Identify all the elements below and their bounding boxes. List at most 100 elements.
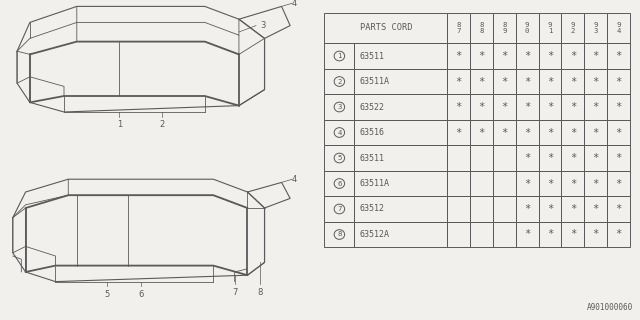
Bar: [561, 94, 584, 120]
Text: 4: 4: [292, 175, 297, 184]
Text: *: *: [547, 204, 553, 214]
Text: *: *: [524, 127, 531, 138]
Bar: [607, 94, 630, 120]
Bar: [355, 145, 447, 171]
Text: *: *: [615, 229, 621, 239]
Bar: [493, 12, 516, 43]
Text: 3: 3: [337, 104, 342, 110]
Text: *: *: [593, 51, 599, 61]
Bar: [324, 12, 447, 43]
Text: 8
8: 8 8: [479, 22, 484, 34]
Bar: [470, 222, 493, 247]
Text: *: *: [570, 102, 576, 112]
Text: 63512: 63512: [359, 204, 384, 213]
Bar: [607, 171, 630, 196]
Bar: [538, 120, 561, 145]
Bar: [584, 69, 607, 94]
Text: 2: 2: [337, 78, 342, 84]
Bar: [538, 145, 561, 171]
Text: 63522: 63522: [359, 102, 384, 111]
Text: 9
3: 9 3: [593, 22, 598, 34]
Text: 9
4: 9 4: [616, 22, 621, 34]
Bar: [561, 145, 584, 171]
Text: 6: 6: [138, 290, 143, 299]
Text: 4: 4: [292, 0, 297, 8]
Bar: [355, 120, 447, 145]
Text: 9
2: 9 2: [571, 22, 575, 34]
Text: *: *: [524, 229, 531, 239]
Text: 2: 2: [159, 120, 164, 129]
Text: 3: 3: [260, 21, 266, 30]
Bar: [493, 120, 516, 145]
Bar: [516, 196, 538, 222]
Bar: [538, 196, 561, 222]
Bar: [470, 171, 493, 196]
Text: *: *: [570, 51, 576, 61]
Bar: [493, 43, 516, 69]
Text: *: *: [524, 102, 531, 112]
Bar: [561, 69, 584, 94]
Text: *: *: [456, 51, 462, 61]
Bar: [447, 94, 470, 120]
Text: PARTS CORD: PARTS CORD: [360, 23, 412, 32]
Bar: [447, 120, 470, 145]
Text: *: *: [615, 127, 621, 138]
Bar: [324, 69, 355, 94]
Text: 63516: 63516: [359, 128, 384, 137]
Bar: [561, 171, 584, 196]
Text: *: *: [478, 102, 484, 112]
Bar: [584, 145, 607, 171]
Text: *: *: [593, 153, 599, 163]
Text: *: *: [593, 229, 599, 239]
Bar: [538, 12, 561, 43]
Text: *: *: [524, 153, 531, 163]
Text: 4: 4: [337, 130, 342, 135]
Bar: [561, 196, 584, 222]
Bar: [493, 145, 516, 171]
Bar: [447, 43, 470, 69]
Bar: [447, 171, 470, 196]
Text: *: *: [570, 76, 576, 86]
Text: *: *: [501, 51, 508, 61]
Text: *: *: [547, 102, 553, 112]
Bar: [355, 222, 447, 247]
Bar: [516, 43, 538, 69]
Bar: [561, 43, 584, 69]
Bar: [538, 94, 561, 120]
Bar: [607, 69, 630, 94]
Bar: [470, 120, 493, 145]
Bar: [324, 196, 355, 222]
Text: *: *: [615, 179, 621, 188]
Text: 63511: 63511: [359, 154, 384, 163]
Text: *: *: [524, 51, 531, 61]
Bar: [493, 69, 516, 94]
Text: 7: 7: [337, 206, 342, 212]
Bar: [516, 69, 538, 94]
Bar: [324, 120, 355, 145]
Text: 6: 6: [337, 180, 342, 187]
Text: *: *: [478, 51, 484, 61]
Bar: [516, 94, 538, 120]
Bar: [470, 69, 493, 94]
Bar: [561, 222, 584, 247]
Bar: [470, 43, 493, 69]
Bar: [584, 94, 607, 120]
Text: *: *: [615, 204, 621, 214]
Bar: [538, 43, 561, 69]
Text: 63512A: 63512A: [359, 230, 389, 239]
Bar: [584, 222, 607, 247]
Text: *: *: [501, 127, 508, 138]
Text: *: *: [593, 127, 599, 138]
Bar: [584, 171, 607, 196]
Bar: [493, 196, 516, 222]
Text: *: *: [501, 76, 508, 86]
Text: *: *: [570, 179, 576, 188]
Bar: [355, 69, 447, 94]
Bar: [516, 222, 538, 247]
Text: *: *: [456, 76, 462, 86]
Text: 1: 1: [337, 53, 342, 59]
Bar: [561, 12, 584, 43]
Text: 7: 7: [232, 288, 237, 297]
Text: 9
0: 9 0: [525, 22, 529, 34]
Text: 1: 1: [117, 120, 122, 129]
